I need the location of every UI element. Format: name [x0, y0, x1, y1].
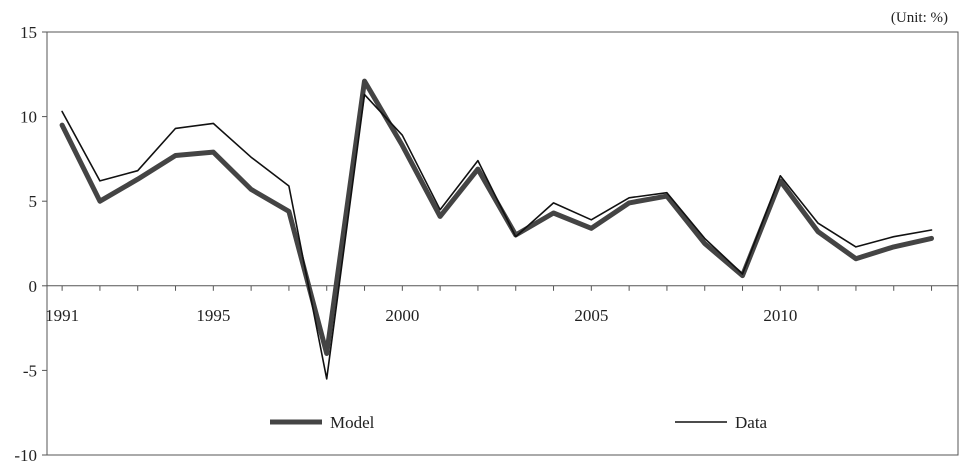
unit-note: (Unit: %): [891, 10, 948, 26]
y-axis: 15 10 5 0 -5 -10: [14, 23, 47, 465]
y-tick-label: -10: [14, 446, 37, 465]
plot-frame: [46, 31, 959, 456]
series-line-data: [61, 93, 933, 380]
legend-label-data: Data: [735, 413, 768, 432]
x-tick-label: 2005: [574, 306, 608, 325]
series-layer: [59, 78, 934, 380]
x-axis: 1991 1995 2000 2005 2010: [45, 285, 933, 325]
x-tick-label: 1991: [45, 306, 79, 325]
legend: Model Data: [270, 413, 768, 432]
x-tick-label: 1995: [196, 306, 230, 325]
x-tick-label: 2010: [763, 306, 797, 325]
series-line-model: [59, 78, 934, 356]
y-tick-label: -5: [23, 361, 37, 380]
y-tick-label: 15: [20, 23, 37, 42]
plot-border: [46, 31, 959, 456]
y-tick-label: 0: [29, 277, 38, 296]
legend-label-model: Model: [330, 413, 375, 432]
y-tick-label: 5: [29, 192, 38, 211]
y-tick-label: 10: [20, 108, 37, 127]
x-tick-label: 2000: [385, 306, 419, 325]
